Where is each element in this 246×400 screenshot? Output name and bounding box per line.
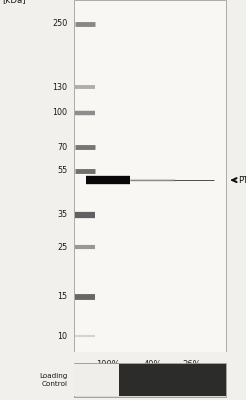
Text: 25: 25 — [57, 243, 68, 252]
Text: 35: 35 — [58, 210, 68, 219]
Text: [kDa]: [kDa] — [2, 0, 26, 4]
Text: 130: 130 — [53, 83, 68, 92]
Text: 100: 100 — [53, 108, 68, 117]
Bar — [74, 364, 119, 396]
Text: 250: 250 — [52, 20, 68, 28]
Text: PTPN1: PTPN1 — [238, 176, 246, 184]
Text: Loading
Control: Loading Control — [39, 373, 68, 387]
Bar — [74, 0, 226, 352]
Text: 15: 15 — [58, 292, 68, 301]
Text: 70: 70 — [58, 143, 68, 152]
Text: 100%: 100% — [96, 360, 120, 369]
Text: 10: 10 — [58, 332, 68, 341]
Text: 55: 55 — [57, 166, 68, 175]
Text: 40%: 40% — [143, 360, 162, 369]
Bar — [74, 363, 226, 397]
Bar — [119, 364, 226, 396]
Text: 26%: 26% — [183, 360, 201, 369]
